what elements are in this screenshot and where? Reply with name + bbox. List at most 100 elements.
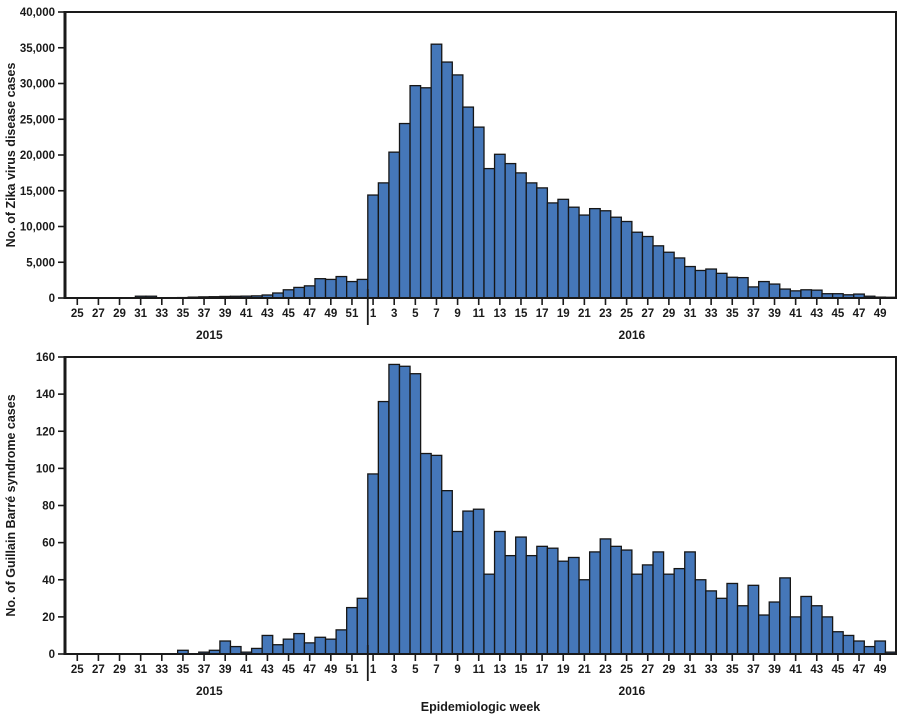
x-tick-label: 47	[853, 664, 866, 676]
bar-2016-w29	[662, 251, 675, 299]
x-tick-label: 39	[219, 664, 232, 676]
bar-2016-w49	[874, 640, 887, 655]
x-tick-label: 5	[412, 664, 419, 676]
bar-2016-w40	[779, 577, 791, 655]
x-tick-label: 11	[473, 664, 486, 676]
bar-2016-w11	[472, 508, 485, 655]
bar-2016-w6	[419, 452, 432, 655]
bar-2016-w3	[388, 363, 401, 655]
x-tick-label: 31	[134, 308, 147, 320]
bar-2016-w20	[567, 206, 580, 299]
bar-2015-w49	[324, 638, 337, 655]
bar-2015-w51	[346, 606, 358, 655]
y-tick-label: 30,000	[20, 79, 55, 91]
bar-2016-w41	[789, 616, 802, 655]
bar-2016-w45	[831, 631, 844, 655]
x-tick-label: 37	[747, 664, 760, 676]
bar-2016-w39	[768, 283, 781, 299]
bar-2016-w19	[557, 560, 570, 655]
x-tick-label: 11	[473, 308, 486, 320]
x-tick-label: 5	[412, 308, 419, 320]
x-tick-label: 49	[874, 664, 887, 676]
bar-2016-w2	[377, 400, 390, 655]
y-tick-label: 15,000	[20, 186, 55, 198]
x-tick-label: 35	[726, 308, 739, 320]
bar-2016-w12	[483, 573, 496, 655]
y-tick-label: 0	[49, 293, 55, 305]
x-tick-label: 25	[71, 308, 84, 320]
x-tick-label: 7	[433, 308, 439, 320]
bar-2016-w1	[367, 473, 380, 655]
x-tick-label: 17	[536, 664, 549, 676]
bar-2016-w32	[694, 579, 707, 655]
x-tick-label: 51	[346, 664, 359, 676]
x-tick-label: 43	[810, 664, 823, 676]
x-tick-label: 37	[747, 308, 760, 320]
bar-2016-w21	[578, 579, 591, 655]
year-label-2015: 2015	[196, 328, 223, 342]
year-label-2015: 2015	[196, 684, 223, 698]
x-tick-label: 37	[198, 308, 211, 320]
bar-2016-w5	[409, 84, 422, 299]
x-tick-label: 49	[324, 664, 337, 676]
bar-2016-w25	[620, 220, 633, 299]
bar-2016-w21	[578, 214, 591, 299]
bar-2016-w38	[758, 280, 770, 299]
bar-2015-w50	[335, 275, 348, 299]
bar-2016-w23	[599, 538, 612, 655]
bar-2016-w26	[631, 231, 644, 299]
bar-2016-w22	[588, 207, 601, 299]
bar-2016-w14	[504, 554, 517, 655]
bar-2016-w1	[367, 194, 380, 299]
y-axis-title: No. of Guillain Barré syndrome cases	[4, 394, 18, 616]
bar-2016-w35	[726, 582, 739, 655]
x-tick-label: 23	[599, 664, 612, 676]
y-tick-label: 60	[42, 538, 55, 550]
bar-2016-w30	[673, 567, 686, 655]
x-tick-label: 19	[557, 664, 570, 676]
bar-2016-w15	[515, 536, 527, 655]
bar-2016-w44	[821, 616, 834, 655]
x-tick-label: 21	[578, 664, 591, 676]
bar-2016-w10	[462, 106, 475, 299]
x-tick-label: 33	[155, 308, 168, 320]
bar-2016-w33	[705, 590, 718, 655]
bar-2015-w40	[229, 645, 242, 655]
bar-2016-w37	[747, 286, 760, 299]
x-tick-label: 29	[113, 664, 126, 676]
bar-2016-w11	[472, 126, 485, 299]
bar-2016-w27	[641, 564, 654, 655]
x-tick-label: 25	[620, 308, 633, 320]
x-tick-label: 1	[370, 664, 377, 676]
bar-2016-w36	[736, 276, 749, 299]
x-tick-label: 35	[177, 664, 190, 676]
x-tick-label: 9	[454, 308, 460, 320]
x-tick-label: 9	[454, 664, 460, 676]
x-tick-label: 41	[789, 308, 802, 320]
x-tick-label: 25	[71, 664, 84, 676]
bar-2015-w52	[356, 278, 369, 299]
bar-2016-w31	[684, 551, 696, 655]
bar-2016-w29	[662, 573, 675, 655]
bar-2016-w34	[715, 597, 728, 655]
y-tick-label: 120	[36, 426, 55, 438]
bar-2016-w6	[419, 87, 432, 299]
bar-2016-w40	[779, 288, 791, 299]
bar-2016-w13	[493, 153, 506, 299]
bar-2016-w28	[652, 245, 665, 299]
y-tick-label: 35,000	[20, 43, 55, 55]
x-tick-label: 25	[620, 664, 633, 676]
x-tick-label: 29	[113, 308, 126, 320]
x-tick-label: 41	[240, 664, 253, 676]
x-tick-label: 39	[768, 664, 781, 676]
x-tick-label: 3	[391, 664, 397, 676]
bar-2015-w48	[314, 636, 327, 655]
bar-2015-w50	[335, 629, 348, 655]
year-label-2016: 2016	[619, 684, 646, 698]
y-tick-label: 40,000	[20, 7, 55, 19]
x-tick-label: 43	[810, 308, 823, 320]
bar-2016-w22	[588, 551, 601, 655]
bar-2015-w46	[293, 632, 306, 655]
